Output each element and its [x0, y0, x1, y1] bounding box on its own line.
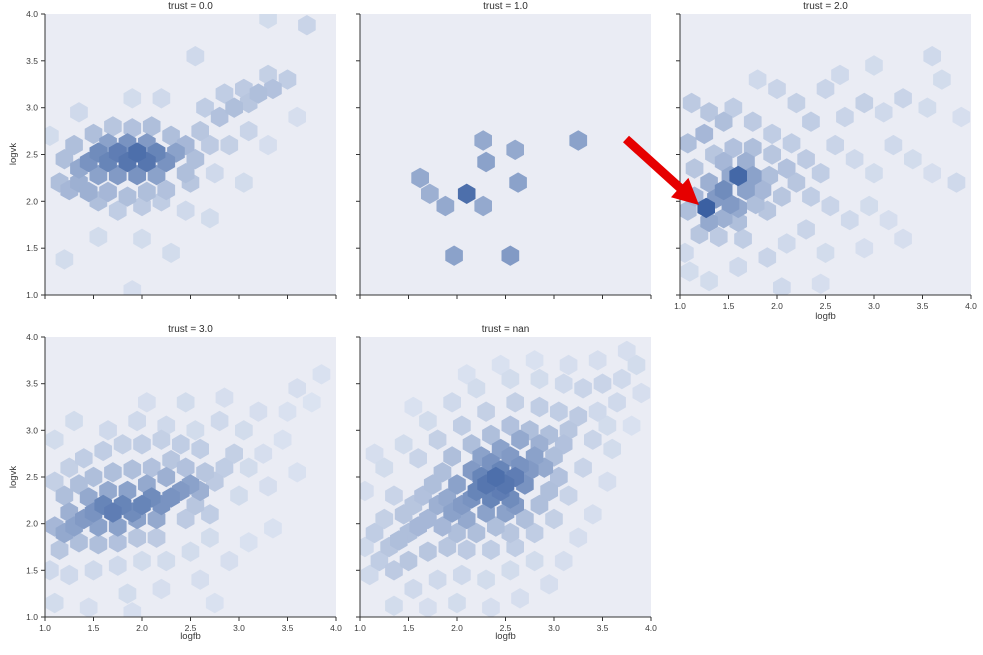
svg-text:1.0: 1.0: [26, 290, 38, 300]
facet-trust-2: trust = 2.0 1.0 1.5 2.0 2.5 3.0 3.5 4.0: [646, 0, 977, 325]
svg-text:2.5: 2.5: [26, 472, 38, 482]
x-axis-label-trust-2: logfb: [815, 311, 836, 322]
hexbin-plot-trust-2: 1.0 1.5 2.0 2.5 3.0 3.5 4.0: [674, 13, 977, 311]
svg-text:2.5: 2.5: [500, 623, 512, 633]
svg-text:4.0: 4.0: [330, 623, 342, 633]
facet-trust-nan: trust = nan 1.0 1.5 2.0 2.5 3.0 3.5 4.0: [326, 323, 657, 647]
svg-text:2.5: 2.5: [185, 623, 197, 633]
facet-title: trust = 1.0: [483, 1, 528, 12]
svg-text:4.0: 4.0: [645, 623, 657, 633]
svg-text:1.5: 1.5: [26, 565, 38, 575]
hexbin-plot-trust-1: [356, 13, 652, 299]
svg-text:3.0: 3.0: [26, 425, 38, 435]
svg-text:3.0: 3.0: [26, 103, 38, 113]
svg-text:4.0: 4.0: [26, 332, 38, 342]
svg-text:2.5: 2.5: [26, 150, 38, 160]
facet-title: trust = 3.0: [168, 324, 213, 335]
facet-title: trust = 0.0: [168, 1, 213, 12]
svg-text:3.5: 3.5: [597, 623, 609, 633]
y-axis-label-row-1: logvk: [8, 142, 19, 166]
svg-text:4.0: 4.0: [965, 301, 977, 311]
svg-text:3.5: 3.5: [917, 301, 929, 311]
svg-text:4.0: 4.0: [26, 9, 38, 19]
hexbin-plot-trust-nan: 1.0 1.5 2.0 2.5 3.0 3.5 4.0: [354, 336, 657, 633]
svg-text:2.5: 2.5: [820, 301, 832, 311]
svg-text:2.0: 2.0: [771, 301, 783, 311]
hexbin-plot-trust-3: 1.0 1.5 2.0 2.5 3.0 3.5 4.0 1.0 1.5 2.0 2.5 3.0 3.5 4…: [26, 332, 342, 633]
svg-text:1.5: 1.5: [403, 623, 415, 633]
x-axis-label-trust-3: logfb: [180, 631, 201, 642]
svg-text:1.0: 1.0: [674, 301, 686, 311]
svg-text:1.5: 1.5: [26, 243, 38, 253]
svg-text:3.5: 3.5: [26, 379, 38, 389]
svg-text:3.5: 3.5: [282, 623, 294, 633]
svg-text:3.5: 3.5: [26, 56, 38, 66]
y-axis-label-row-2: logvk: [8, 465, 19, 489]
svg-text:2.0: 2.0: [26, 196, 38, 206]
svg-text:2.0: 2.0: [451, 623, 463, 633]
svg-text:3.0: 3.0: [233, 623, 245, 633]
facet-trust-3: trust = 3.0 1.0 1.5 2.0 2.5 3.0 3.5 4.0 1.0 1.5 2…: [11, 323, 342, 647]
svg-text:1.5: 1.5: [88, 623, 100, 633]
hexbin-plot-trust-0: 1.0 1.5 2.0 2.5 3.0 3.5 4.0: [26, 9, 337, 300]
x-axis-label-trust-nan: logfb: [495, 631, 516, 642]
svg-text:3.0: 3.0: [868, 301, 880, 311]
svg-text:1.0: 1.0: [26, 612, 38, 622]
facet-trust-0: trust = 0.0 1.0 1.5 2.0 2.5 3.0 3.5 4.0: [11, 0, 342, 325]
svg-text:1.0: 1.0: [39, 623, 51, 633]
svg-text:2.0: 2.0: [136, 623, 148, 633]
svg-text:2.0: 2.0: [26, 519, 38, 529]
svg-text:3.0: 3.0: [548, 623, 560, 633]
facet-title: trust = nan: [481, 324, 530, 335]
svg-text:1.5: 1.5: [723, 301, 735, 311]
facet-title: trust = 2.0: [803, 1, 848, 12]
svg-text:1.0: 1.0: [354, 623, 366, 633]
facet-trust-1: trust = 1.0: [326, 0, 657, 325]
